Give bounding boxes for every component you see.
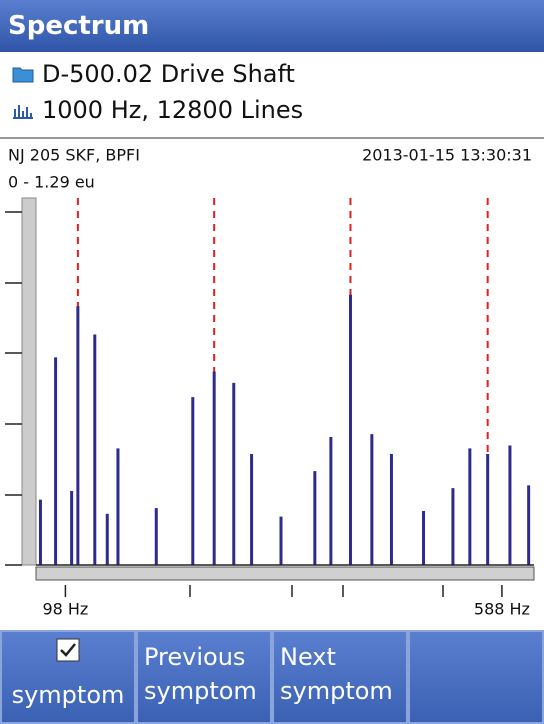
- setup: 1000 Hz, 12800 Lines: [42, 96, 304, 124]
- checkbox[interactable]: [56, 638, 80, 662]
- minor-ticks: [189, 585, 444, 597]
- folder-icon: [12, 67, 34, 83]
- button-label: Previous symptom: [144, 643, 257, 705]
- button-label: symptom: [11, 681, 125, 709]
- symptom-button[interactable]: symptom: [0, 630, 136, 724]
- button-bar: symptom Previous symptom Next symptom: [0, 630, 544, 724]
- previous-button[interactable]: Previous symptom: [136, 630, 272, 724]
- range-label: 0 - 1.29 eu: [8, 173, 95, 192]
- chart-label: NJ 205 SKF, BPFI: [8, 146, 140, 165]
- location: D-500.02 Drive Shaft: [42, 60, 295, 88]
- next-button[interactable]: Next symptom: [272, 630, 408, 724]
- level-bar: [21, 197, 37, 566]
- x-tick-label: 588 Hz: [474, 600, 530, 619]
- spectrum-icon: [13, 105, 33, 119]
- left-ticks: [5, 211, 22, 566]
- scrollbar[interactable]: [35, 566, 535, 581]
- empty-button[interactable]: [408, 630, 544, 724]
- location-row: D-500.02 Drive Shaft: [12, 60, 295, 88]
- window-title: Spectrum: [0, 0, 544, 52]
- separator: [0, 137, 544, 139]
- button-label: Next symptom: [280, 643, 393, 705]
- chart: NJ 205 SKF, BPFI 2013-01-15 13:30:31 0 -…: [5, 146, 535, 619]
- timestamp: 2013-01-15 13:30:31: [362, 146, 532, 165]
- x-tick-label: 98 Hz: [42, 600, 88, 619]
- setup-row: 1000 Hz, 12800 Lines: [12, 96, 303, 124]
